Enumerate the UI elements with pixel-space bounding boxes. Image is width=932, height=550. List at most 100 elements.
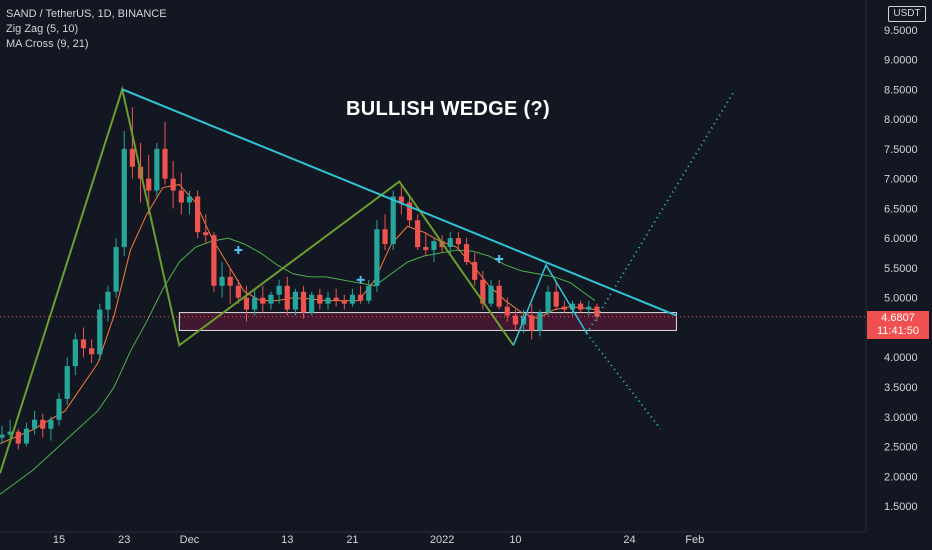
y-tick-label: 7.0000: [884, 174, 918, 186]
candle-body: [260, 297, 266, 304]
candle-body: [121, 148, 127, 248]
candle-body: [472, 261, 478, 280]
projection-up-dotted: [585, 91, 735, 334]
candle-body: [374, 229, 380, 286]
candle-body: [243, 297, 250, 310]
candle-body: [235, 285, 241, 298]
candle-body: [358, 294, 364, 301]
currency-unit-badge[interactable]: USDT: [888, 6, 926, 22]
candle-body: [64, 366, 70, 399]
candle-body: [569, 303, 576, 310]
candle-body: [113, 247, 119, 292]
candle-body: [447, 238, 453, 248]
candle-body: [72, 339, 78, 367]
candle-body: [455, 238, 461, 245]
candle-body: [89, 348, 95, 355]
chart-legend: SAND / TetherUS, 1D, BINANCE Zig Zag (5,…: [6, 7, 167, 52]
ma-slow-line: [0, 237, 596, 495]
candle-body: [129, 148, 135, 167]
candle-body: [317, 294, 323, 304]
candle-body: [48, 419, 54, 429]
candle-body: [578, 303, 584, 310]
y-tick-label: 9.5000: [884, 25, 918, 37]
candle-body: [463, 244, 470, 262]
candle-body: [309, 294, 315, 313]
last-price-value: 4.6807: [881, 312, 915, 324]
candle-body: [219, 276, 225, 286]
candle-body: [203, 232, 209, 236]
candle-body: [32, 419, 38, 429]
candle-body: [586, 306, 592, 310]
candle-body: [97, 309, 103, 355]
y-tick-label: 3.0000: [884, 412, 918, 424]
candle-body: [40, 419, 46, 429]
candle-body: [178, 190, 184, 203]
y-tick-label: 4.0000: [884, 352, 918, 364]
candle-body: [325, 297, 331, 304]
candle-body: [537, 312, 543, 331]
candle-body: [276, 285, 282, 295]
candle-body: [529, 315, 535, 331]
x-tick-label: 23: [118, 534, 130, 546]
support-zone: [178, 312, 677, 331]
candle-body: [162, 148, 168, 179]
x-tick-label: 10: [509, 534, 521, 546]
zigzag-indicator-label[interactable]: Zig Zag (5, 10): [6, 23, 79, 35]
candle-body: [406, 202, 413, 221]
candle-body: [496, 285, 502, 307]
candle-body: [398, 196, 404, 203]
candle-body: [504, 306, 510, 316]
x-tick-label: 15: [53, 534, 65, 546]
x-tick-label: 24: [623, 534, 635, 546]
candle-body: [80, 339, 87, 349]
candle-body: [349, 294, 356, 304]
ma-cross-indicator-label[interactable]: MA Cross (9, 21): [6, 38, 89, 50]
candle-body: [56, 398, 62, 420]
candle-body: [366, 285, 372, 301]
candle-body: [553, 291, 559, 307]
y-tick-label: 5.5000: [884, 263, 918, 275]
candle-body: [7, 431, 13, 435]
chart-annotation: BULLISH WEDGE (?): [346, 98, 550, 120]
candle-body: [488, 285, 494, 304]
candle-body: [211, 235, 217, 286]
y-tick-label: 5.0000: [884, 293, 918, 305]
candle-body: [0, 434, 5, 438]
candle-body: [292, 291, 298, 310]
last-price-tag: 4.6807 11:41:50: [867, 311, 929, 339]
zigzag-line: [0, 85, 515, 474]
candle-body: [284, 285, 290, 310]
y-tick-label: 3.5000: [884, 382, 918, 394]
y-tick-label: 2.5000: [884, 442, 918, 454]
candle-body: [431, 241, 437, 251]
candle-body: [15, 431, 21, 444]
y-tick-label: 1.5000: [884, 501, 918, 513]
candle-body: [170, 178, 176, 191]
x-tick-label: 21: [346, 534, 358, 546]
candle-body: [195, 196, 201, 233]
y-tick-label: 7.5000: [884, 144, 918, 156]
candle-body: [545, 291, 551, 313]
candle-body: [268, 294, 274, 304]
candle-body: [390, 196, 396, 245]
countdown-timer: 11:41:50: [876, 325, 919, 337]
wedge-upper-trendline: [121, 88, 677, 317]
candle-body: [154, 148, 160, 191]
y-tick-label: 6.0000: [884, 233, 918, 245]
candle-body: [252, 297, 258, 310]
y-tick-label: 8.5000: [884, 84, 918, 96]
candle-body: [186, 196, 193, 203]
symbol-label[interactable]: SAND / TetherUS, 1D, BINANCE: [6, 8, 167, 20]
y-tick-label: 6.5000: [884, 203, 918, 215]
candle-body: [382, 229, 388, 245]
candle-body: [415, 220, 421, 248]
candle-body: [333, 297, 339, 301]
candle-body: [300, 291, 307, 313]
x-tick-label: Dec: [180, 534, 200, 546]
x-tick-label: 13: [281, 534, 293, 546]
projection-down-dotted: [586, 332, 661, 430]
x-tick-label: Feb: [685, 534, 704, 546]
candle-body: [341, 300, 347, 304]
